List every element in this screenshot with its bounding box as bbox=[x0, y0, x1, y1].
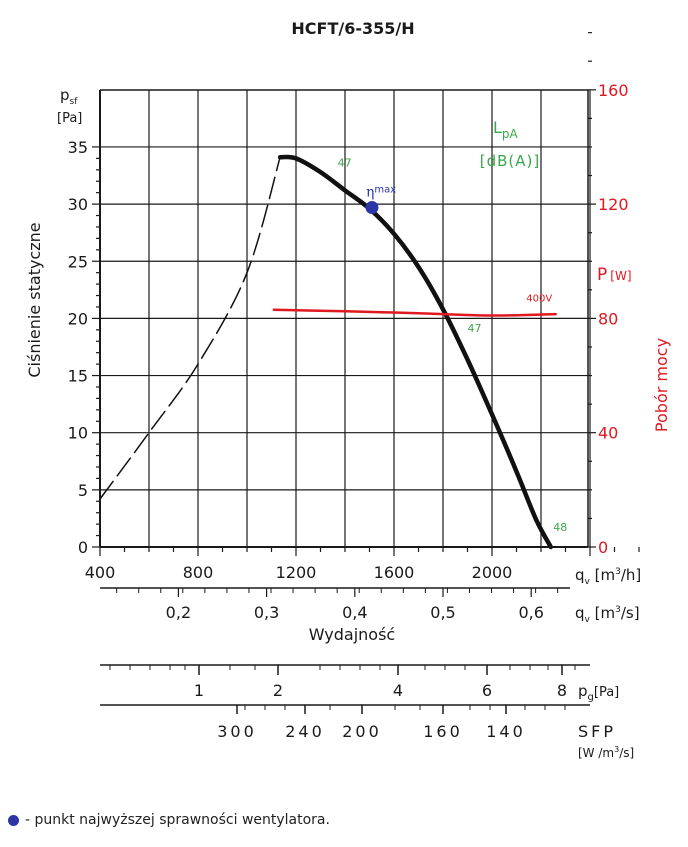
pg-tick-label: 6 bbox=[482, 681, 492, 700]
pg-tick-label: 2 bbox=[273, 681, 283, 700]
series-pressure-line bbox=[277, 154, 554, 550]
efficiency-point-label: ηmax bbox=[366, 185, 396, 201]
y2-tick-label: 80 bbox=[598, 309, 618, 328]
power-series-label: 400V bbox=[526, 293, 552, 304]
x2-unit: qv [m3/s] bbox=[575, 604, 640, 625]
legend-text: - punkt najwyższej sprawności wentylator… bbox=[25, 812, 330, 828]
y-symbol: psf bbox=[60, 86, 78, 107]
efficiency-point-icon bbox=[8, 814, 19, 826]
y-tick-label: 25 bbox=[68, 252, 88, 271]
y2-tick-label: 120 bbox=[598, 195, 629, 214]
pg-tick-label: 4 bbox=[393, 681, 403, 700]
x-unit: qv [m3/h] bbox=[575, 566, 641, 587]
noise-value-label: 47 bbox=[338, 156, 352, 169]
series-pressure-unstable-line bbox=[99, 156, 281, 500]
sfp-tick-label: 140 bbox=[486, 722, 526, 741]
y-tick-label: 35 bbox=[68, 138, 88, 157]
x2-tick-label: 0,5 bbox=[430, 603, 455, 622]
efficiency-point-marker bbox=[365, 201, 379, 215]
sfp-scale-unit: [W /m3/s] bbox=[578, 745, 634, 760]
y-tick-label: 10 bbox=[68, 424, 88, 443]
y-tick-label: 15 bbox=[68, 367, 88, 386]
x-tick-label: 1600 bbox=[374, 563, 415, 582]
axes bbox=[92, 32, 640, 597]
x-tick-label: 400 bbox=[85, 563, 116, 582]
pg-tick-label: 8 bbox=[557, 681, 567, 700]
chart-title: HCFT/6-355/H bbox=[291, 19, 414, 38]
sfp-tick-label: 160 bbox=[423, 722, 463, 741]
x-axis-title: Wydajność bbox=[309, 625, 395, 644]
curves bbox=[99, 154, 557, 550]
pg-scale-unit: pg[Pa] bbox=[578, 682, 619, 703]
y2-axis-title: Pobór mocy bbox=[652, 338, 671, 432]
x-tick-label: 1200 bbox=[276, 563, 317, 582]
sfp-tick-label: 300 bbox=[217, 722, 257, 741]
x2-tick-label: 0,6 bbox=[518, 603, 543, 622]
extra-scales: 1 2 4 6 8 pg[Pa] 300 240 200 160 140 SFP [W /m3/s] bbox=[100, 664, 634, 760]
y-unit: [Pa] bbox=[57, 111, 82, 126]
noise-unit: [dB(A)] bbox=[480, 152, 540, 170]
sfp-scale-label: SFP bbox=[578, 722, 616, 741]
grid bbox=[99, 90, 591, 547]
y2-symbol: P [W] bbox=[597, 265, 632, 285]
sfp-tick-label: 240 bbox=[285, 722, 325, 741]
series-400v-line bbox=[272, 308, 557, 317]
y-tick-label: 30 bbox=[68, 195, 88, 214]
x2-tick-label: 0,3 bbox=[254, 603, 279, 622]
noise-value-label: 48 bbox=[553, 521, 567, 534]
y-tick-label: 0 bbox=[78, 538, 88, 557]
pg-tick-label: 1 bbox=[194, 681, 204, 700]
y2-tick-label: 40 bbox=[598, 424, 618, 443]
x2-tick-label: 0,4 bbox=[342, 603, 367, 622]
x-tick-label: 800 bbox=[183, 563, 214, 582]
y-axis-title: Ciśnienie statyczne bbox=[25, 222, 44, 377]
y-tick-label: 20 bbox=[68, 309, 88, 328]
x2-tick-label: 0,2 bbox=[166, 603, 191, 622]
legend-note: - punkt najwyższej sprawności wentylator… bbox=[8, 812, 330, 828]
noise-symbol: LpA bbox=[493, 118, 519, 141]
y2-tick-label: 160 bbox=[598, 81, 629, 100]
noise-value-label: 47 bbox=[468, 322, 482, 335]
y2-tick-label: 0 bbox=[598, 538, 608, 557]
y-tick-label: 5 bbox=[78, 481, 88, 500]
sfp-tick-label: 200 bbox=[342, 722, 382, 741]
x-tick-label: 2000 bbox=[472, 563, 513, 582]
axis-labels: 0 5 10 15 20 25 30 35 0 40 80 120 160 400 800 1200 1600 2… bbox=[25, 81, 671, 644]
